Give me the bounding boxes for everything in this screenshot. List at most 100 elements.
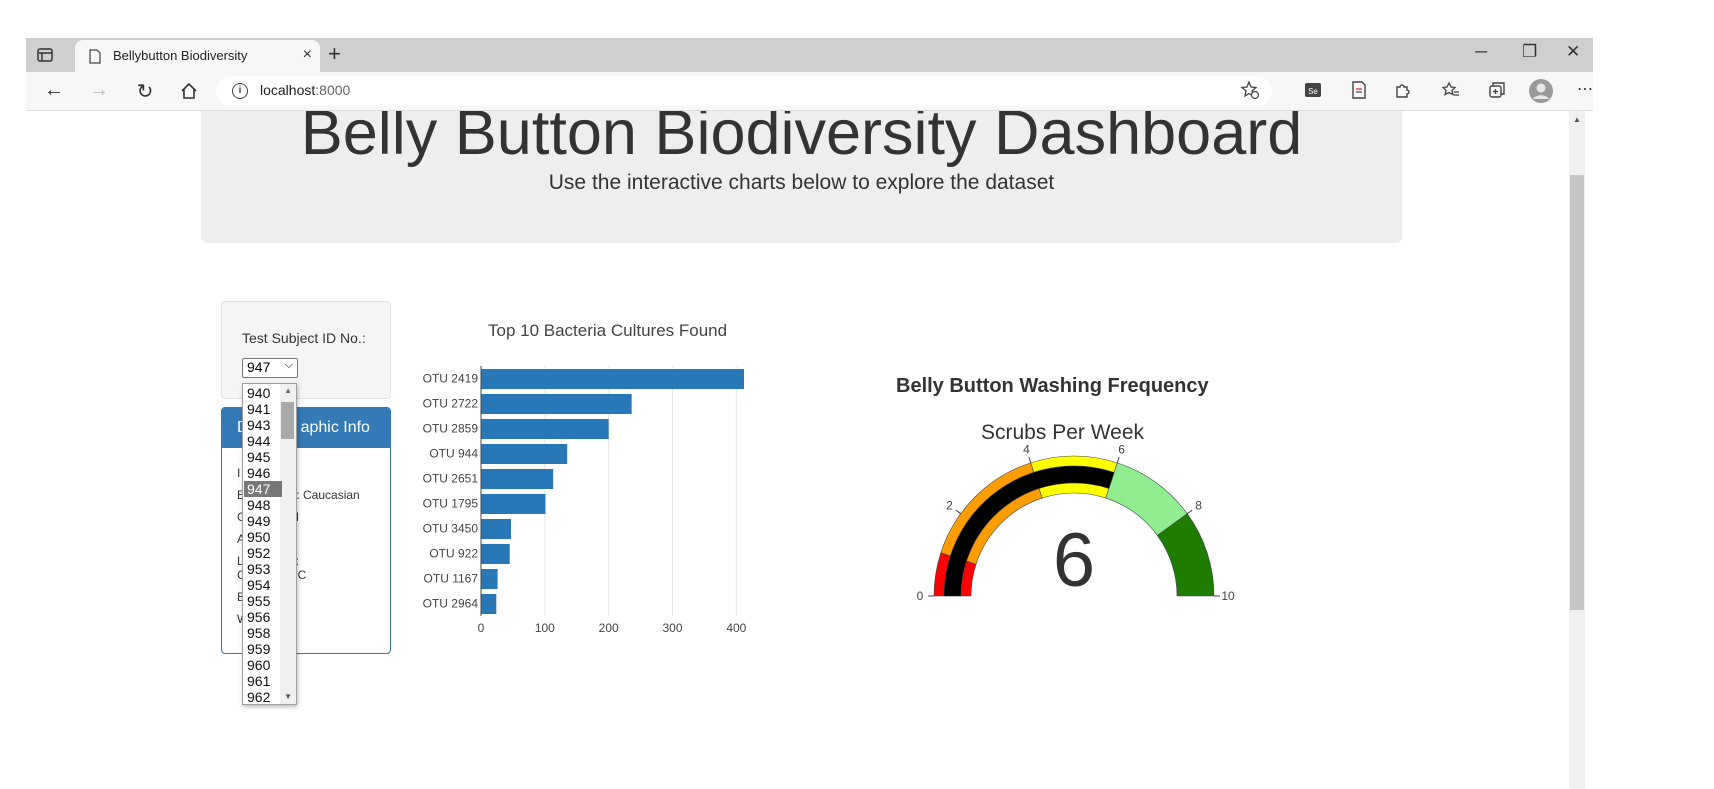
- gauge-subtitle: Scrubs Per Week: [981, 421, 1145, 444]
- dropdown-option[interactable]: 961: [247, 673, 271, 689]
- url-field[interactable]: i localhost:8000: [216, 76, 1272, 106]
- demographic-line-start: G: [237, 510, 246, 524]
- more-menu-button[interactable]: ⋯: [1577, 81, 1593, 98]
- reload-button[interactable]: ↻: [136, 81, 154, 103]
- browser-window: Bellybutton Biodiversity × + ─ ❐ ✕ ← → ↻…: [26, 38, 1593, 789]
- info-icon[interactable]: i: [232, 83, 248, 99]
- x-tick-label: 0: [478, 621, 485, 635]
- page-subtitle: Use the interactive charts below to expl…: [548, 171, 1055, 194]
- tab-bellybutton[interactable]: Bellybutton Biodiversity ×: [75, 40, 320, 72]
- demographic-line: E Y: Caucasian: [237, 488, 387, 510]
- y-tick-label: OTU 2419: [423, 372, 479, 386]
- tab-bar: Bellybutton Biodiversity × + ─ ❐ ✕: [26, 38, 1593, 72]
- bar[interactable]: [481, 469, 554, 489]
- tab-close-button[interactable]: ×: [302, 46, 312, 63]
- home-icon[interactable]: [180, 82, 198, 100]
- sidebar-icon[interactable]: [35, 45, 55, 65]
- close-window-button[interactable]: ✕: [1566, 42, 1581, 61]
- gauge-tick-label: 0: [917, 589, 924, 603]
- y-tick-label: OTU 1167: [424, 572, 479, 586]
- dropdown-option[interactable]: 943: [247, 417, 271, 433]
- scroll-up-icon[interactable]: ▲: [1573, 115, 1581, 124]
- dropdown-option[interactable]: 941: [247, 401, 271, 417]
- scroll-up-icon[interactable]: ▲: [284, 386, 292, 395]
- bar[interactable]: [481, 369, 744, 389]
- x-tick-label: 300: [662, 621, 682, 635]
- star-plus-icon[interactable]: [1240, 80, 1260, 100]
- favorites-icon[interactable]: [1442, 81, 1460, 99]
- bar-chart: 0 100 200 300 400 OTU 2419 OTU 2722 OTU 2859 OTU…: [423, 366, 747, 635]
- page-title: Belly Button Biodiversity Dashboard: [300, 111, 1303, 168]
- se-extension-icon[interactable]: Se: [1304, 81, 1322, 99]
- dropdown-option[interactable]: 947: [244, 481, 282, 497]
- gauge-chart: 0 2 4 6 8 10 6: [917, 443, 1235, 603]
- bar[interactable]: [481, 419, 609, 439]
- dropdown-option[interactable]: 954: [247, 577, 271, 593]
- dropdown-option[interactable]: 960: [247, 657, 271, 673]
- dropdown-option[interactable]: 950: [247, 529, 271, 545]
- x-tick-label: 200: [599, 621, 619, 635]
- bar[interactable]: [481, 519, 512, 539]
- dropdown-option[interactable]: 962: [247, 689, 271, 705]
- demographic-line-end: Y: Caucasian: [289, 488, 360, 502]
- page-scrollbar[interactable]: ▲: [1569, 111, 1585, 789]
- scroll-down-icon[interactable]: ▼: [284, 692, 292, 701]
- title-fragment: aphic Info: [300, 419, 370, 436]
- subject-id-select[interactable]: 947 ⌵: [242, 358, 298, 378]
- bar-chart-title: Top 10 Bacteria Cultures Found: [488, 321, 728, 340]
- dropdown-option[interactable]: 945: [247, 449, 271, 465]
- restore-button[interactable]: ❐: [1522, 42, 1538, 61]
- forward-button[interactable]: →: [89, 79, 109, 101]
- back-button[interactable]: ←: [44, 79, 64, 101]
- subject-id-dropdown-list[interactable]: ▲ ▼ 940 941 943 944 945 946 947 948 949 950 952 953…: [242, 383, 297, 705]
- url-text: localhost:8000: [260, 82, 350, 98]
- gauge-tick: [1028, 456, 1032, 464]
- dropdown-option[interactable]: 948: [247, 497, 271, 513]
- gauge-tick: [1116, 456, 1120, 464]
- puzzle-icon[interactable]: [1394, 81, 1412, 99]
- demographic-line-start: E: [237, 488, 246, 502]
- dropdown-option[interactable]: 946: [247, 465, 271, 481]
- bar[interactable]: [481, 594, 497, 614]
- gauge-chart-title: Belly Button Washing Frequency: [896, 375, 1209, 397]
- header-banner: Belly Button Biodiversity Dashboard Use …: [201, 111, 1402, 243]
- bar[interactable]: [481, 569, 498, 589]
- demographic-line-start: C: [237, 568, 246, 582]
- y-tick-label: OTU 2859: [423, 422, 479, 436]
- selector-well: Test Subject ID No.: 947 ⌵: [221, 301, 391, 399]
- demographic-line-start: L: [237, 554, 244, 568]
- gauge-tick-label: 10: [1221, 589, 1235, 603]
- dropdown-option[interactable]: 958: [247, 625, 271, 641]
- minimize-button[interactable]: ─: [1475, 42, 1488, 61]
- dropdown-option[interactable]: 953: [247, 561, 271, 577]
- selected-subject-id: 947: [247, 359, 271, 375]
- demographic-line: A: [237, 532, 387, 554]
- new-tab-button[interactable]: +: [328, 41, 341, 66]
- dropdown-scroll-thumb[interactable]: [281, 402, 294, 439]
- bar[interactable]: [481, 494, 546, 514]
- dropdown-option[interactable]: 949: [247, 513, 271, 529]
- dropdown-scrollbar[interactable]: ▲ ▼: [280, 384, 296, 704]
- y-tick-label: OTU 2964: [423, 597, 479, 611]
- demographic-line-start: A: [237, 532, 246, 546]
- dropdown-option[interactable]: 955: [247, 593, 271, 609]
- document-icon[interactable]: [1350, 81, 1368, 99]
- collections-icon[interactable]: [1488, 81, 1506, 99]
- bar[interactable]: [481, 544, 510, 564]
- bar[interactable]: [481, 444, 568, 464]
- gauge-value-bar: [943, 465, 1115, 597]
- x-tick-label: 100: [535, 621, 555, 635]
- dropdown-option[interactable]: 944: [247, 433, 271, 449]
- page-scroll-thumb[interactable]: [1570, 175, 1584, 610]
- dropdown-option[interactable]: 956: [247, 609, 271, 625]
- y-tick-label: OTU 2651: [423, 472, 479, 486]
- page-icon: [89, 49, 101, 64]
- dropdown-option[interactable]: 959: [247, 641, 271, 657]
- gauge-tick-label: 4: [1023, 443, 1030, 457]
- dropdown-option[interactable]: 952: [247, 545, 271, 561]
- gauge-step: [1156, 513, 1215, 597]
- bar[interactable]: [481, 394, 632, 414]
- dropdown-option[interactable]: 940: [247, 385, 271, 401]
- profile-icon[interactable]: [1529, 79, 1553, 103]
- x-tick-label: 400: [726, 621, 746, 635]
